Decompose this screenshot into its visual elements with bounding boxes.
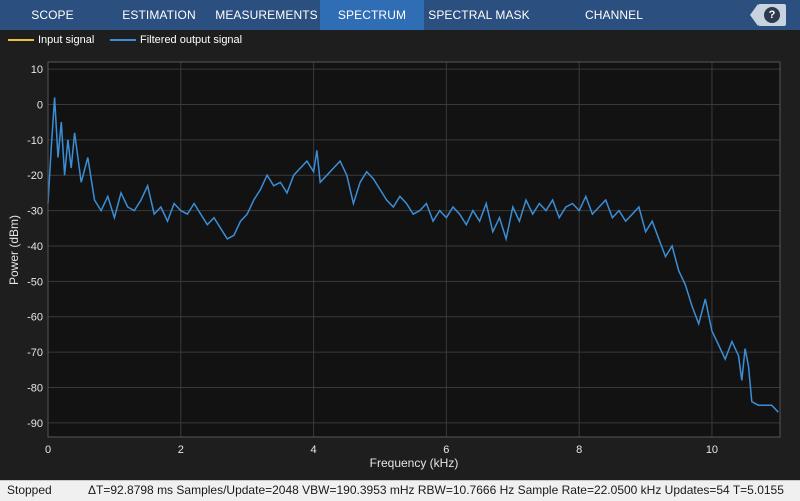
- x-axis-label: Frequency (kHz): [370, 456, 459, 470]
- y-tick-label: -60: [27, 312, 43, 324]
- legend: Input signal Filtered output signal: [0, 30, 800, 50]
- x-tick-label: 10: [706, 444, 718, 456]
- x-tick-label: 4: [311, 444, 317, 456]
- y-axis-label: Power (dBm): [7, 215, 21, 285]
- legend-swatch-input-signal: [8, 39, 34, 41]
- x-tick-label: 0: [45, 444, 51, 456]
- plot-area[interactable]: [48, 62, 780, 437]
- x-tick-label: 6: [443, 444, 449, 456]
- plot-border: [47, 61, 781, 438]
- series-line-filtered-output-signal: [47, 97, 779, 413]
- status-state: Stopped: [7, 483, 52, 497]
- grid: [47, 62, 780, 437]
- y-tick-label: -20: [27, 170, 43, 182]
- y-tick-labels: 10 0 -10 -20 -30 -40 -50 -60 -70 -80 -90: [27, 64, 43, 430]
- y-tick-label: 10: [31, 64, 43, 76]
- tab-channel-measurements[interactable]: CHANNEL MEASUREMENTS: [563, 8, 665, 52]
- y-tick-label: -50: [27, 276, 43, 288]
- collapse-arrow-icon: [750, 4, 758, 26]
- tab-spectral-mask[interactable]: SPECTRAL MASK: [428, 8, 530, 22]
- tab-spectrum[interactable]: SPECTRUM: [320, 0, 424, 30]
- x-tick-label: 8: [576, 444, 582, 456]
- help-button[interactable]: ?: [750, 4, 788, 26]
- help-icon: ?: [764, 7, 780, 23]
- status-bar: Stopped ΔT=92.8798 ms Samples/Update=204…: [0, 480, 800, 501]
- y-tick-label: -90: [27, 418, 43, 430]
- legend-label-filtered-output-signal[interactable]: Filtered output signal: [140, 34, 243, 46]
- tab-scope[interactable]: SCOPE: [31, 8, 74, 22]
- y-tick-label: -80: [27, 382, 43, 394]
- spectrum-plot[interactable]: 10 0 -10 -20 -30 -40 -50 -60 -70 -80 -90 0 2 4 6 8 10 F…: [0, 50, 800, 480]
- toolstrip: SCOPE ESTIMATION MEASUREMENTS SPECTRUM S…: [0, 0, 800, 52]
- x-tick-labels: 0 2 4 6 8 10: [45, 444, 718, 456]
- tab-measurements[interactable]: MEASUREMENTS: [215, 8, 318, 22]
- status-readout: ΔT=92.8798 ms Samples/Update=2048 VBW=19…: [88, 483, 784, 497]
- legend-label-input-signal[interactable]: Input signal: [38, 34, 95, 46]
- legend-swatch-filtered-output-signal: [110, 39, 136, 41]
- y-tick-label: -40: [27, 241, 43, 253]
- x-tick-label: 2: [178, 444, 184, 456]
- y-tick-label: -30: [27, 206, 43, 218]
- tab-estimation[interactable]: ESTIMATION: [122, 8, 196, 22]
- y-tick-label: -10: [27, 135, 43, 147]
- y-tick-label: 0: [37, 99, 43, 111]
- y-tick-label: -70: [27, 347, 43, 359]
